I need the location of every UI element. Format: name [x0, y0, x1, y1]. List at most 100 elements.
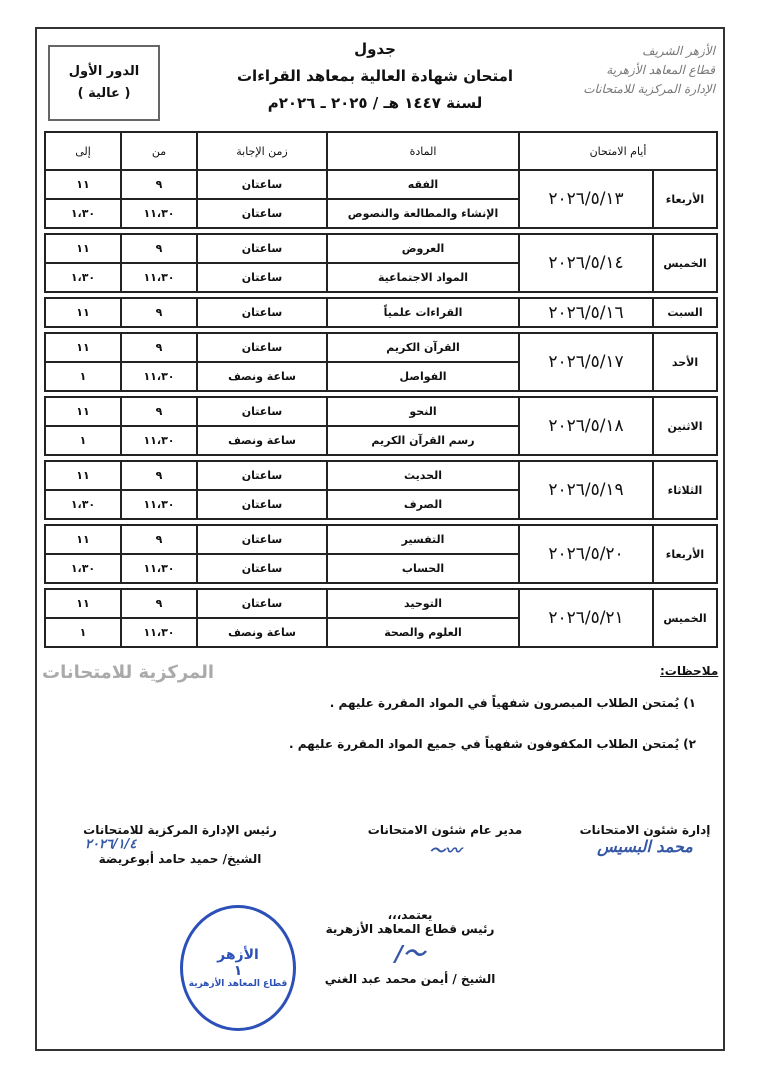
exam-round-box: الدور الأول ( عالية ) — [48, 45, 160, 121]
subject-cell: المواد الاجتماعية — [326, 262, 520, 293]
to-time-cell: ١ — [44, 425, 122, 456]
subject-cell: الحديث — [326, 460, 520, 491]
handwritten-signature: 〰〜 — [428, 841, 461, 860]
row-spacer — [45, 390, 717, 398]
table-row: العلوم والصحة ساعة ونصف ١١،٣٠ ١ — [44, 617, 717, 648]
to-time-cell: ١١ — [44, 524, 122, 555]
official-stamp: الأزهر ١ قطاع المعاهد الأزهرية — [180, 905, 296, 1031]
duration-cell: ساعتان — [196, 198, 328, 229]
duration-cell: ساعتان — [196, 489, 328, 520]
row-spacer — [45, 582, 717, 590]
subject-cell: الحساب — [326, 553, 520, 584]
from-time-cell: ٩ — [120, 460, 198, 491]
title-line-1: جدول — [354, 40, 396, 58]
duration-cell: ساعتان — [196, 169, 328, 200]
exam-date: ٢٠٢٦/٥/١٤ — [518, 233, 654, 293]
from-time-cell: ١١،٣٠ — [120, 361, 198, 392]
exam-day: الخميس — [652, 233, 718, 293]
row-spacer — [45, 227, 717, 235]
exam-day: السبت — [652, 297, 718, 328]
duration-cell: ساعة ونصف — [196, 617, 328, 648]
table-header-row: أيام الامتحان المادة زمن الإجابة من إلى — [44, 131, 718, 171]
subject-cell: العروض — [326, 233, 520, 264]
row-spacer — [45, 518, 717, 526]
exam-day: الاثنين — [652, 396, 718, 456]
header-to: إلى — [44, 131, 122, 171]
to-time-cell: ١١ — [44, 297, 122, 328]
spacer-cell — [45, 326, 717, 334]
page-border — [35, 27, 725, 1051]
duration-cell: ساعتان — [196, 524, 328, 555]
spacer-cell — [45, 518, 717, 526]
exam-date: ٢٠٢٦/٥/٢٠ — [518, 524, 654, 584]
subject-cell: القرآن الكريم — [326, 332, 520, 363]
table-row: السبت ٢٠٢٦/٥/١٦ القراءات علمياً ساعتان ٩ ١١ — [44, 297, 718, 328]
to-time-cell: ١،٣٠ — [44, 553, 122, 584]
from-time-cell: ٩ — [120, 332, 198, 363]
from-time-cell: ٩ — [120, 396, 198, 427]
signature-exam-affairs: إدارة شئون الامتحانات محمد البسيس — [570, 823, 720, 856]
exam-day: الأحد — [652, 332, 718, 392]
spacer-cell — [45, 582, 717, 590]
table-row: الأربعاء ٢٠٢٦/٥/١٣ الفقه ساعتان ٩ ١١ — [44, 169, 718, 229]
exam-day: الخميس — [652, 588, 718, 648]
from-time-cell: ١١،٣٠ — [120, 553, 198, 584]
from-time-cell: ٩ — [120, 524, 198, 555]
logo-line: الإدارة المركزية للامتحانات — [583, 82, 715, 96]
header-days: أيام الامتحان — [518, 131, 718, 171]
row-spacer — [45, 326, 717, 334]
subject-cell: رسم القرآن الكريم — [326, 425, 520, 456]
subject-cell: القراءات علمياً — [326, 297, 520, 328]
from-time-cell: ٩ — [120, 169, 198, 200]
table-row: الإنشاء والمطالعة والنصوص ساعتان ١١،٣٠ ١،٣٠ — [44, 198, 717, 229]
to-time-cell: ١١ — [44, 460, 122, 491]
to-time-cell: ١١ — [44, 588, 122, 619]
subject-cell: التوحيد — [326, 588, 520, 619]
table-row: الثلاثاء ٢٠٢٦/٥/١٩ الحديث ساعتان ٩ ١١ — [44, 460, 718, 520]
duration-cell: ساعتان — [196, 588, 328, 619]
to-time-cell: ١١ — [44, 169, 122, 200]
row-spacer — [45, 291, 717, 299]
exam-date: ٢٠٢٦/٥/١٨ — [518, 396, 654, 456]
subject-cell: الفواصل — [326, 361, 520, 392]
spacer-cell — [45, 227, 717, 235]
exam-day: الأربعاء — [652, 524, 718, 584]
duration-cell: ساعتان — [196, 233, 328, 264]
approval-label: يعتمد،،، — [387, 908, 433, 922]
from-time-cell: ٩ — [120, 588, 198, 619]
handwritten-signature: 〜∕ — [394, 942, 426, 967]
exam-schedule-table: أيام الامتحان المادة زمن الإجابة من إلى … — [44, 131, 718, 648]
table-row: الحساب ساعتان ١١،٣٠ ١،٣٠ — [44, 553, 717, 584]
exam-date: ٢٠٢٦/٥/١٧ — [518, 332, 654, 392]
duration-cell: ساعة ونصف — [196, 361, 328, 392]
signature-date: ٢٠٢٦/١/٤ — [85, 837, 137, 852]
from-time-cell: ١١،٣٠ — [120, 489, 198, 520]
signature-title: إدارة شئون الامتحانات — [579, 823, 711, 837]
duration-cell: ساعتان — [196, 460, 328, 491]
spacer-cell — [45, 454, 717, 462]
subject-cell: الصرف — [326, 489, 520, 520]
table-row: الأحد ٢٠٢٦/٥/١٧ القرآن الكريم ساعتان ٩ ١١ — [44, 332, 718, 392]
exam-date: ٢٠٢٦/٥/١٣ — [518, 169, 654, 229]
spacer-cell — [45, 291, 717, 299]
handwritten-signature: محمد البسيس — [597, 837, 693, 856]
header-duration: زمن الإجابة — [196, 131, 328, 171]
document-title: جدول امتحان شهادة العالية بمعاهد القراءا… — [200, 36, 550, 117]
azhar-letterhead-logo: الأزهر الشريف قطاع المعاهد الأزهرية الإد… — [555, 42, 715, 99]
table-row: الاثنين ٢٠٢٦/٥/١٨ النحو ساعتان ٩ ١١ — [44, 396, 718, 456]
duration-cell: ساعتان — [196, 396, 328, 427]
subject-cell: العلوم والصحة — [326, 617, 520, 648]
signature-general-manager: مدير عام شئون الامتحانات 〰〜 — [345, 823, 545, 861]
from-time-cell: ١١،٣٠ — [120, 262, 198, 293]
row-spacer — [45, 454, 717, 462]
from-time-cell: ١١،٣٠ — [120, 198, 198, 229]
table-row: رسم القرآن الكريم ساعة ونصف ١١،٣٠ ١ — [44, 425, 717, 456]
duration-cell: ساعتان — [196, 332, 328, 363]
signature-title: رئيس الإدارة المركزية للامتحانات — [83, 823, 277, 837]
logo-line: قطاع المعاهد الأزهرية — [606, 63, 715, 77]
table-row: الصرف ساعتان ١١،٣٠ ١،٣٠ — [44, 489, 717, 520]
title-line-2: امتحان شهادة العالية بمعاهد القراءات — [236, 67, 514, 85]
signature-central-admin: رئيس الإدارة المركزية للامتحانات ٢٠٢٦/١/… — [55, 823, 305, 866]
to-time-cell: ١،٣٠ — [44, 489, 122, 520]
